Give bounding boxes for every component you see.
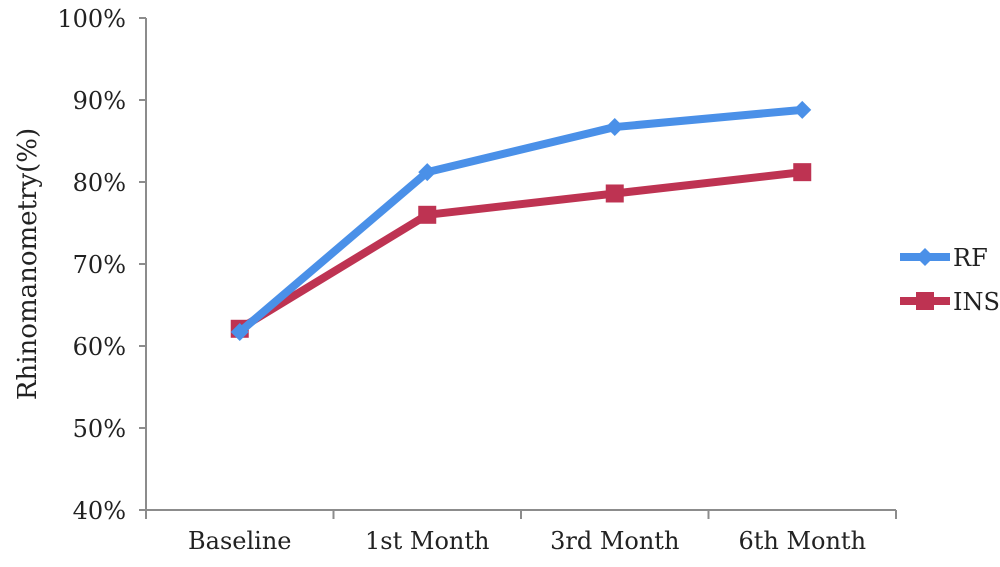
legend-swatch-marker xyxy=(916,248,934,266)
legend-item-ins: INS xyxy=(900,288,1000,316)
x-ticks: Baseline 1st Month 3rd Month 6th Month xyxy=(145,510,897,555)
data-point-ins xyxy=(793,163,812,182)
series-line-ins xyxy=(235,168,807,333)
y-axis-title: Rhinomanometry(%) xyxy=(13,128,43,400)
data-point-rf xyxy=(793,100,812,119)
legend-swatch-marker xyxy=(916,292,934,310)
x-tick-label: 1st Month xyxy=(365,527,489,555)
y-tick-label: 90% xyxy=(73,87,126,115)
legend-item-rf: RF xyxy=(900,244,988,272)
series-layer xyxy=(230,100,812,342)
x-tick-label: 6th Month xyxy=(738,527,866,555)
series-line-rf xyxy=(235,105,807,337)
x-tick-label: 3rd Month xyxy=(550,527,679,555)
y-tick-label: 70% xyxy=(73,251,126,279)
data-point-rf xyxy=(230,323,249,342)
series-rf xyxy=(230,100,812,342)
legend-label: RF xyxy=(953,244,988,272)
data-point-ins xyxy=(418,205,437,224)
y-tick-label: 60% xyxy=(73,333,126,361)
y-tick-label: 50% xyxy=(73,415,126,443)
data-point-ins xyxy=(605,184,624,203)
data-point-rf xyxy=(605,118,624,137)
x-tick-label: Baseline xyxy=(188,527,291,555)
y-ticks: 40% 50% 60% 70% 80% 90% 100% xyxy=(57,5,146,525)
y-tick-label: 100% xyxy=(57,5,126,33)
legend-label: INS xyxy=(953,288,1000,316)
legend: RF INS xyxy=(900,244,1000,316)
y-tick-label: 40% xyxy=(73,497,126,525)
series-ins xyxy=(230,163,812,338)
y-tick-label: 80% xyxy=(73,169,126,197)
data-point-rf xyxy=(418,163,437,182)
